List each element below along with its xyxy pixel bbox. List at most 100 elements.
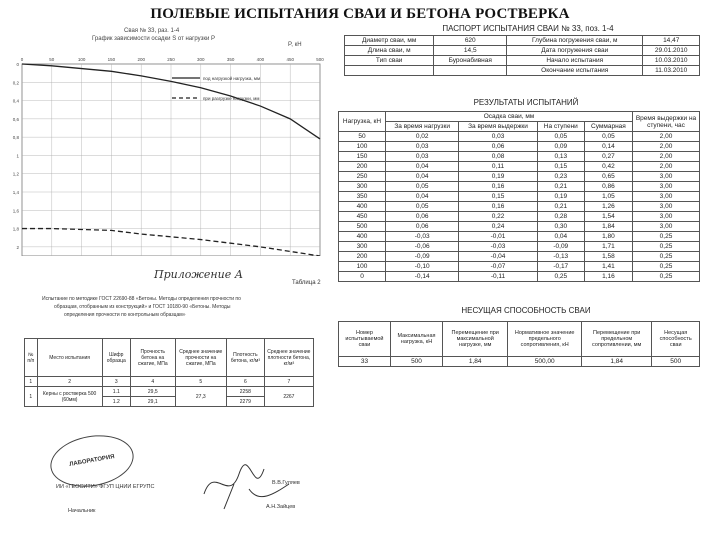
- results-table: Нагрузка, кН Осадка сваи, мм Время выдер…: [338, 111, 700, 282]
- appendix-text-1: Испытание по методике ГОСТ 22690-88 «Бет…: [42, 296, 241, 302]
- passport-cell: 14,5: [433, 45, 508, 56]
- passport-cell: 10.03.2010: [642, 55, 700, 66]
- results-cell: 0,03: [384, 141, 460, 152]
- results-cell: 400: [338, 231, 386, 242]
- passport-block: ПАСПОРТ ИСПЫТАНИЯ СВАИ № 33, поз. 1-4 Ди…: [342, 24, 714, 76]
- capacity-cell: 33: [338, 356, 391, 367]
- y-tick-label: 2: [16, 245, 19, 250]
- results-cell: 300: [338, 181, 386, 192]
- results-cell: 2,00: [632, 161, 700, 172]
- capacity-cell: 500,00: [507, 356, 583, 367]
- results-cell: 250: [338, 171, 386, 182]
- results-row: 500 0,06 0,24 0,30 1,84 3,00: [338, 221, 700, 232]
- results-cell: -0,17: [536, 261, 585, 272]
- results-row: 150 0,03 0,08 0,13 0,27 2,00: [338, 151, 700, 162]
- results-cell: 0,06: [384, 211, 460, 222]
- signature-scribble: [203, 464, 290, 510]
- concrete-index: 7: [263, 376, 315, 387]
- concrete-cell: 2267: [263, 386, 315, 407]
- concrete-header: Шифр образца: [101, 338, 131, 377]
- results-cell: 0,05: [583, 131, 634, 142]
- capacity-header: Перемещение при максимальной нагрузке, м…: [442, 321, 509, 357]
- series-unloading-line: [22, 227, 321, 256]
- results-cell: -0,10: [384, 261, 460, 272]
- y-tick-label: 0: [16, 62, 19, 67]
- results-cell: 0,19: [536, 191, 585, 202]
- concrete-index: 3: [101, 376, 131, 387]
- results-cell: 0,16: [458, 181, 538, 192]
- concrete-header: № п/п: [24, 338, 38, 377]
- results-cell: 0,42: [583, 161, 634, 172]
- passport-cell: Буронабивная: [433, 55, 508, 66]
- y-tick-label: 1,4: [13, 190, 20, 195]
- passport-cell: 29.01.2010: [642, 45, 700, 56]
- results-cell: 1,80: [583, 231, 634, 242]
- x-tick-label: 200: [137, 57, 145, 62]
- results-cell: -0,06: [384, 241, 460, 252]
- results-cell: 0,08: [458, 151, 538, 162]
- appendix-number: Таблица 2: [292, 280, 321, 286]
- passport-cell: Дата погружения сваи: [506, 45, 644, 56]
- results-cell: 0,23: [536, 171, 585, 182]
- results-cell: 0,02: [384, 131, 460, 142]
- x-tick-label: 350: [227, 57, 235, 62]
- passport-row: Окончание испытания 11.03.2010: [343, 65, 700, 76]
- passport-title: ПАСПОРТ ИСПЫТАНИЯ СВАИ № 33, поз. 1-4: [442, 24, 614, 33]
- appendix-text-3: определения прочности по контрольным обр…: [64, 312, 186, 318]
- results-row: 100 -0,10 -0,07 -0,17 1,41 0,25: [338, 261, 700, 272]
- passport-table: Диаметр сваи, мм 620 Глубина погружения св…: [343, 35, 700, 76]
- results-cell: -0,09: [384, 251, 460, 262]
- results-cell: 0,06: [458, 141, 538, 152]
- page-title: ПОЛЕВЫЕ ИСПЫТАНИЯ СВАИ И БЕТОНА РОСТВЕРК…: [150, 6, 570, 22]
- results-cell: 2,00: [632, 131, 700, 142]
- results-cell: 3,00: [632, 171, 700, 182]
- concrete-row-number: 1: [24, 386, 38, 407]
- results-cell: 0,25: [632, 241, 700, 252]
- results-cell: 3,00: [632, 211, 700, 222]
- y-tick-label: 0,8: [13, 135, 20, 140]
- results-cell: 2,00: [632, 151, 700, 162]
- concrete-index: 2: [36, 376, 103, 387]
- capacity-header: Перемещение при предельном сопротивлении…: [581, 321, 653, 357]
- settlement-graph: 0 50 100 150 200 250 300 350 400 450 500 0 0,2 0,4 0,6…: [13, 57, 324, 256]
- results-cell: 0: [338, 271, 386, 282]
- concrete-cell: 1.1: [101, 386, 131, 397]
- results-cell: 0,05: [536, 131, 585, 142]
- concrete-header: Плотность бетона, кг/м³: [225, 338, 265, 377]
- passport-cell: 11.03.2010: [642, 65, 700, 76]
- capacity-header: Номер испытываемой сваи: [338, 321, 391, 357]
- y-tick-label: 1,2: [13, 172, 20, 177]
- concrete-table: № п/п Место испытания Шифр образца Прочност…: [24, 338, 315, 407]
- results-cell: 0,25: [632, 261, 700, 272]
- passport-row: Тип сваи Буронабивная Начало испытания 10.0…: [343, 55, 700, 66]
- passport-cell: Окончание испытания: [506, 65, 644, 76]
- results-block: РЕЗУЛЬТАТЫ ИСПЫТАНИЙ Нагрузка, кН Осадка…: [338, 98, 714, 282]
- results-cell: 300: [338, 241, 386, 252]
- results-cell: -0,07: [458, 261, 538, 272]
- results-cell: 0,14: [583, 141, 634, 152]
- results-cell: 0,05: [384, 201, 460, 212]
- results-cell: 1,84: [583, 221, 634, 232]
- passport-row: Диаметр сваи, мм 620 Глубина погружения св…: [343, 35, 700, 46]
- y-tick-label: 1,6: [13, 208, 20, 213]
- x-tick-label: 50: [49, 57, 55, 62]
- appendix-text-2: образцам, отобранным из конструкций» и Г…: [54, 304, 231, 310]
- results-cell: 0,16: [458, 201, 538, 212]
- x-tick-label: 150: [108, 57, 116, 62]
- concrete-cell: 2279: [225, 396, 265, 407]
- results-row: 400 0,05 0,16 0,21 1,26 3,00: [338, 201, 700, 212]
- concrete-index: 4: [129, 376, 176, 387]
- y-tick-label: 0,2: [13, 80, 20, 85]
- results-row: 250 0,04 0,19 0,23 0,65 3,00: [338, 171, 700, 182]
- results-cell: 0,25: [536, 271, 585, 282]
- series-loading-line: [21, 63, 321, 140]
- concrete-index: 5: [174, 376, 227, 387]
- results-subheader: На ступени: [536, 121, 585, 132]
- concrete-row-place: Керны с ростверка 500 (60мм): [36, 386, 103, 407]
- graph-panel: Свая № 33, раз. 1-4 График зависимости о…: [4, 28, 328, 256]
- graph-header-line1: Свая № 33, раз. 1-4: [124, 28, 180, 34]
- results-cell: 1,16: [583, 271, 634, 282]
- results-cell: 0,21: [536, 201, 585, 212]
- results-cell: 1,54: [583, 211, 634, 222]
- results-subheader: За время нагрузки: [384, 121, 460, 132]
